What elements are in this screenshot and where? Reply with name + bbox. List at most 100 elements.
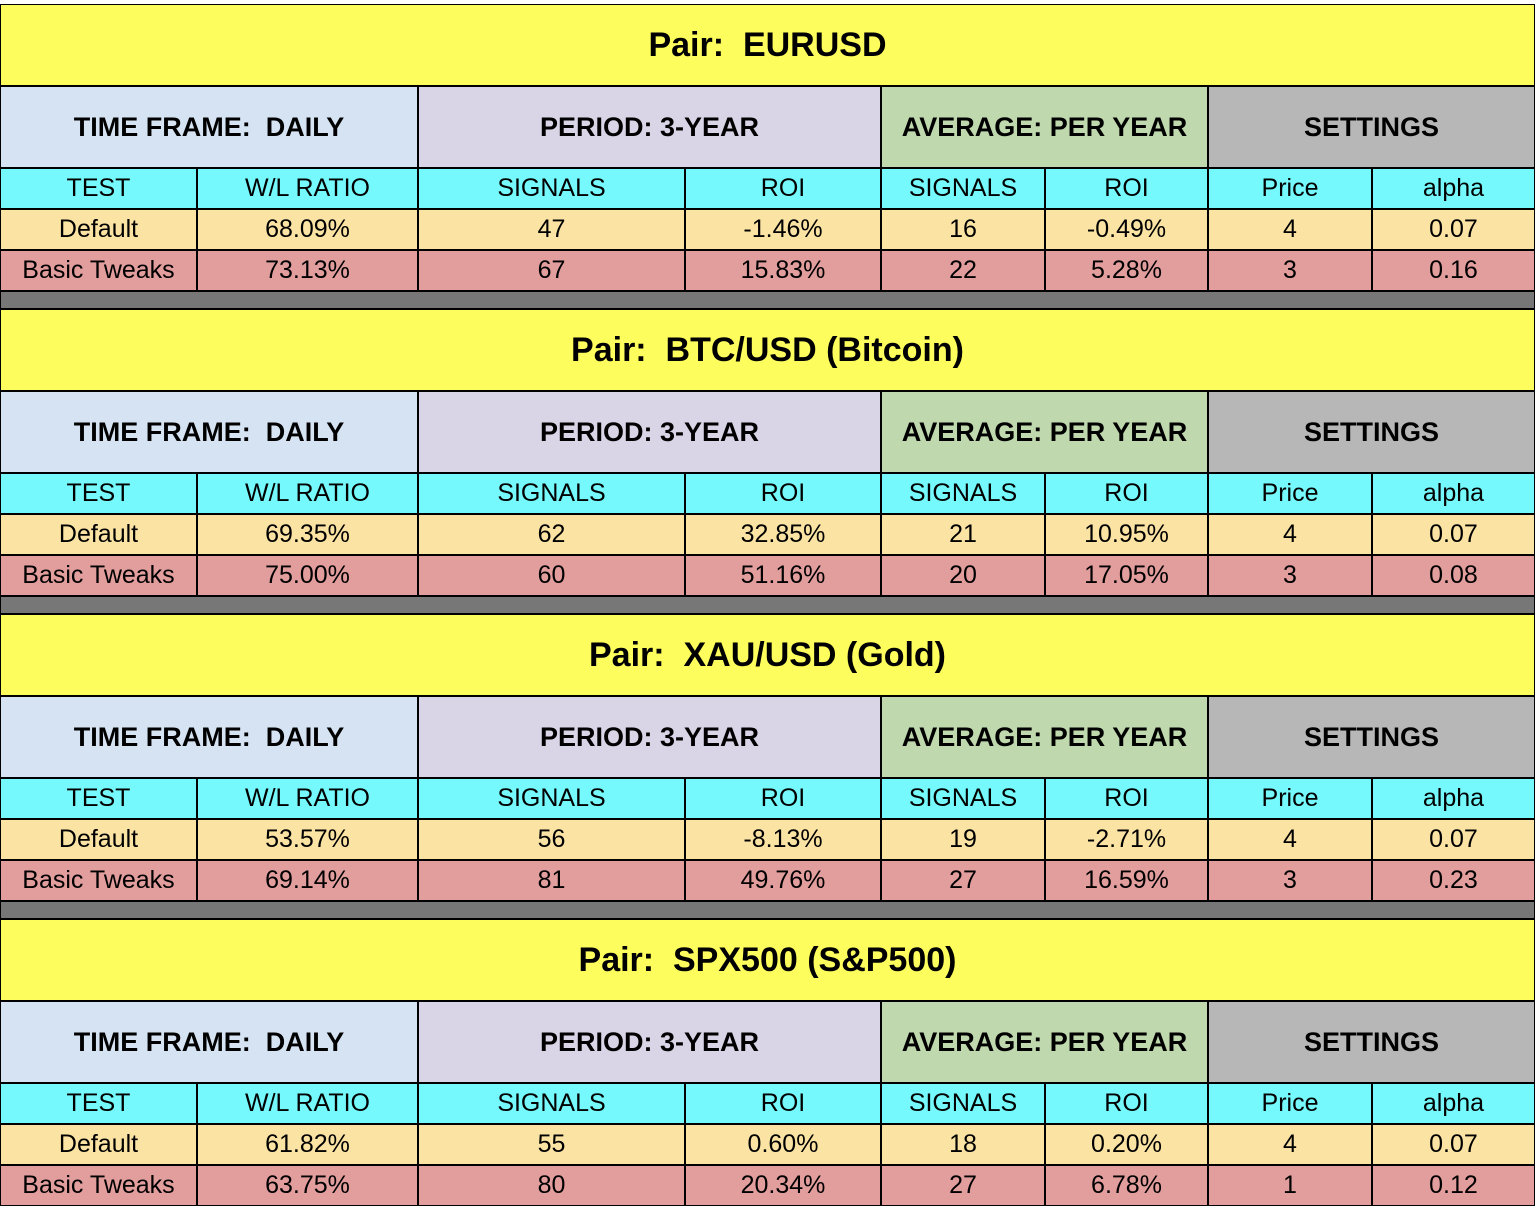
table-cell: 22 <box>881 250 1045 291</box>
group-header: SETTINGS <box>1208 391 1535 473</box>
table-cell: Basic Tweaks <box>0 555 197 596</box>
table-cell: 47 <box>418 209 685 250</box>
table-cell: 20 <box>881 555 1045 596</box>
table-cell: 10.95% <box>1045 514 1208 555</box>
table-cell: Default <box>0 514 197 555</box>
table-cell: 0.23 <box>1372 860 1535 901</box>
column-header: SIGNALS <box>881 1083 1045 1124</box>
table-cell: 0.16 <box>1372 250 1535 291</box>
table-cell: 75.00% <box>197 555 418 596</box>
pair-title: Pair: EURUSD <box>0 4 1535 86</box>
column-header: alpha <box>1372 473 1535 514</box>
column-header: Price <box>1208 778 1372 819</box>
column-header: ROI <box>1045 778 1208 819</box>
pair-title: Pair: SPX500 (S&P500) <box>0 919 1535 1001</box>
table-cell: 4 <box>1208 819 1372 860</box>
table-cell: Basic Tweaks <box>0 860 197 901</box>
separator <box>0 596 1535 614</box>
group-header: AVERAGE: PER YEAR <box>881 1001 1208 1083</box>
table-cell: 56 <box>418 819 685 860</box>
column-header: Price <box>1208 473 1372 514</box>
group-header: TIME FRAME: DAILY <box>0 696 418 778</box>
table-cell: -1.46% <box>685 209 881 250</box>
table-cell: 0.07 <box>1372 819 1535 860</box>
table-cell: -0.49% <box>1045 209 1208 250</box>
group-header: TIME FRAME: DAILY <box>0 86 418 168</box>
table-cell: -2.71% <box>1045 819 1208 860</box>
table-cell: 32.85% <box>685 514 881 555</box>
table-cell: 0.07 <box>1372 209 1535 250</box>
table-cell: 15.83% <box>685 250 881 291</box>
pair-title: Pair: XAU/USD (Gold) <box>0 614 1535 696</box>
group-header: PERIOD: 3-YEAR <box>418 696 881 778</box>
column-header: SIGNALS <box>418 168 685 209</box>
column-header: Price <box>1208 1083 1372 1124</box>
table-cell: 69.35% <box>197 514 418 555</box>
table-cell: 63.75% <box>197 1165 418 1206</box>
column-header: Price <box>1208 168 1372 209</box>
table-cell: 55 <box>418 1124 685 1165</box>
table-cell: 53.57% <box>197 819 418 860</box>
table-cell: 0.60% <box>685 1124 881 1165</box>
table-cell: 1 <box>1208 1165 1372 1206</box>
column-header: W/L RATIO <box>197 168 418 209</box>
table-cell: 49.76% <box>685 860 881 901</box>
column-header: ROI <box>1045 473 1208 514</box>
table-cell: 4 <box>1208 209 1372 250</box>
table-cell: 0.07 <box>1372 1124 1535 1165</box>
table-cell: 81 <box>418 860 685 901</box>
table-cell: Default <box>0 819 197 860</box>
table-cell: Default <box>0 209 197 250</box>
table-cell: 60 <box>418 555 685 596</box>
column-header: TEST <box>0 473 197 514</box>
table-cell: 73.13% <box>197 250 418 291</box>
column-header: alpha <box>1372 778 1535 819</box>
table-cell: -8.13% <box>685 819 881 860</box>
separator <box>0 901 1535 919</box>
table-cell: 27 <box>881 1165 1045 1206</box>
table-cell: 67 <box>418 250 685 291</box>
column-header: SIGNALS <box>881 778 1045 819</box>
table-cell: 3 <box>1208 860 1372 901</box>
table-cell: 20.34% <box>685 1165 881 1206</box>
group-header: PERIOD: 3-YEAR <box>418 86 881 168</box>
group-header: TIME FRAME: DAILY <box>0 391 418 473</box>
table-cell: 0.12 <box>1372 1165 1535 1206</box>
table-cell: 61.82% <box>197 1124 418 1165</box>
column-header: SIGNALS <box>881 168 1045 209</box>
table-cell: 27 <box>881 860 1045 901</box>
group-header: AVERAGE: PER YEAR <box>881 696 1208 778</box>
column-header: alpha <box>1372 1083 1535 1124</box>
column-header: ROI <box>685 473 881 514</box>
table-cell: 3 <box>1208 555 1372 596</box>
table-cell: 4 <box>1208 1124 1372 1165</box>
pair-title: Pair: BTC/USD (Bitcoin) <box>0 309 1535 391</box>
table-cell: 16.59% <box>1045 860 1208 901</box>
table-cell: 16 <box>881 209 1045 250</box>
table-cell: Default <box>0 1124 197 1165</box>
group-header: SETTINGS <box>1208 1001 1535 1083</box>
table-cell: 0.20% <box>1045 1124 1208 1165</box>
table-cell: 80 <box>418 1165 685 1206</box>
column-header: SIGNALS <box>418 778 685 819</box>
group-header: SETTINGS <box>1208 696 1535 778</box>
column-header: ROI <box>1045 168 1208 209</box>
table-cell: Basic Tweaks <box>0 250 197 291</box>
column-header: SIGNALS <box>418 473 685 514</box>
column-header: TEST <box>0 778 197 819</box>
column-header: W/L RATIO <box>197 778 418 819</box>
group-header: PERIOD: 3-YEAR <box>418 1001 881 1083</box>
group-header: AVERAGE: PER YEAR <box>881 86 1208 168</box>
table-cell: 5.28% <box>1045 250 1208 291</box>
table-cell: 4 <box>1208 514 1372 555</box>
table-cell: 19 <box>881 819 1045 860</box>
group-header: TIME FRAME: DAILY <box>0 1001 418 1083</box>
column-header: W/L RATIO <box>197 473 418 514</box>
table-cell: 0.08 <box>1372 555 1535 596</box>
column-header: TEST <box>0 168 197 209</box>
table-cell: 6.78% <box>1045 1165 1208 1206</box>
table-cell: 17.05% <box>1045 555 1208 596</box>
group-header: PERIOD: 3-YEAR <box>418 391 881 473</box>
table-cell: 3 <box>1208 250 1372 291</box>
